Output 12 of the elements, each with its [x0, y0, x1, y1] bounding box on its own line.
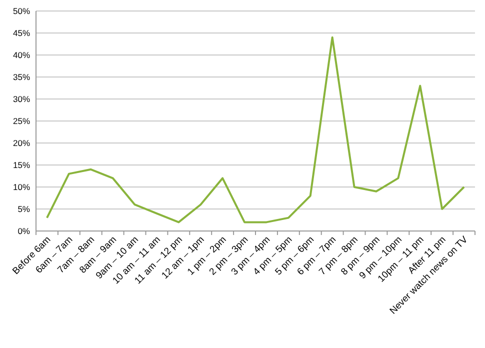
y-tick-label: 20% [12, 138, 30, 148]
y-tick-label: 40% [12, 50, 30, 60]
y-tick-label: 10% [12, 182, 30, 192]
y-tick-label: 15% [12, 160, 30, 170]
y-tick-label: 0% [18, 226, 30, 236]
y-tick-label: 25% [12, 116, 30, 126]
y-tick-label: 35% [12, 72, 30, 82]
y-tick-label: 50% [12, 6, 30, 16]
line-series [46, 36, 466, 224]
y-tick-label: 30% [12, 94, 30, 104]
y-tick-label: 5% [18, 204, 30, 214]
y-tick-label: 45% [12, 28, 30, 38]
